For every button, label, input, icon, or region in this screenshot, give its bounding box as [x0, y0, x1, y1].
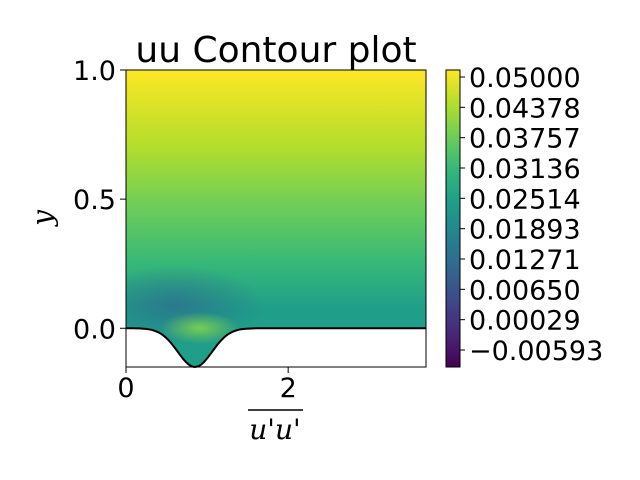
x-tick-label: 2 — [280, 373, 297, 404]
colorbar-tick-label: −0.00593 — [469, 336, 603, 367]
colorbar-tick-label: 0.01271 — [469, 245, 581, 276]
x-axis-label-text: u'u' — [249, 413, 300, 446]
colorbar-tick-label: 0.04378 — [469, 93, 581, 124]
contour-field — [126, 70, 426, 367]
colorbar-frame — [445, 69, 461, 368]
y-tick-label: 0.5 — [73, 185, 116, 216]
y-axis-label: y — [26, 209, 59, 228]
colorbar-fill — [446, 70, 460, 367]
colorbar-tick-label: 0.03136 — [469, 154, 581, 185]
high-value-blob — [160, 312, 240, 344]
colorbar-tick-label: 0.02514 — [469, 184, 581, 215]
chart-title: uu Contour plot — [135, 30, 416, 71]
y-tick-label: 0.0 — [73, 314, 116, 345]
y-axis-label-text: y — [26, 209, 59, 228]
y-axis-ticks: 0.0 0.5 1.0 — [73, 56, 126, 345]
colorbar-tick-label: 0.05000 — [469, 63, 581, 94]
x-tick-label: 0 — [117, 373, 134, 404]
x-axis-label: u'u' — [248, 409, 303, 446]
colorbar: 0.050000.043780.037570.031360.025140.018… — [445, 63, 603, 368]
plot-frame — [125, 69, 427, 368]
colorbar-tick-label: 0.00650 — [469, 275, 581, 306]
colorbar-tick-label: 0.03757 — [469, 124, 581, 155]
y-tick-label: 1.0 — [73, 56, 116, 87]
colorbar-tick-label: 0.00029 — [469, 306, 581, 337]
colorbar-ticks: 0.050000.043780.037570.031360.025140.018… — [460, 63, 603, 367]
wall-profile-line — [126, 327, 426, 368]
colorbar-tick-label: 0.01893 — [469, 215, 581, 246]
